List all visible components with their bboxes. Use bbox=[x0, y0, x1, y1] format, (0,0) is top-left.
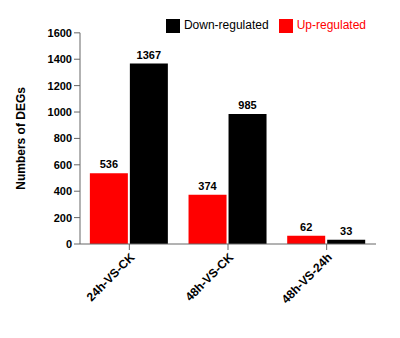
svg-text:48h-VS-24h: 48h-VS-24h bbox=[279, 250, 335, 306]
svg-text:200: 200 bbox=[54, 212, 72, 224]
svg-text:1000: 1000 bbox=[48, 106, 72, 118]
svg-text:1200: 1200 bbox=[48, 80, 72, 92]
svg-text:24h-VS-CK: 24h-VS-CK bbox=[84, 250, 138, 304]
svg-text:1600: 1600 bbox=[48, 27, 72, 39]
svg-text:800: 800 bbox=[54, 132, 72, 144]
html-text:Up-regulated: Up-regulated bbox=[296, 18, 366, 32]
svg-text:62: 62 bbox=[300, 221, 312, 233]
svg-text:374: 374 bbox=[198, 180, 217, 192]
svg-text:1400: 1400 bbox=[48, 53, 72, 65]
svg-text:400: 400 bbox=[54, 185, 72, 197]
svg-text:48h-VS-CK: 48h-VS-CK bbox=[182, 250, 236, 304]
svg-text:985: 985 bbox=[238, 99, 256, 111]
html-text:Down-regulated: Down-regulated bbox=[183, 18, 269, 32]
svg-text:33: 33 bbox=[340, 225, 352, 237]
svg-text:536: 536 bbox=[100, 158, 118, 170]
svg-text:0: 0 bbox=[66, 238, 72, 250]
svg-text:600: 600 bbox=[54, 159, 72, 171]
svg-text:Numbers of DEGs: Numbers of DEGs bbox=[14, 87, 28, 190]
svg-text:1367: 1367 bbox=[137, 49, 161, 61]
